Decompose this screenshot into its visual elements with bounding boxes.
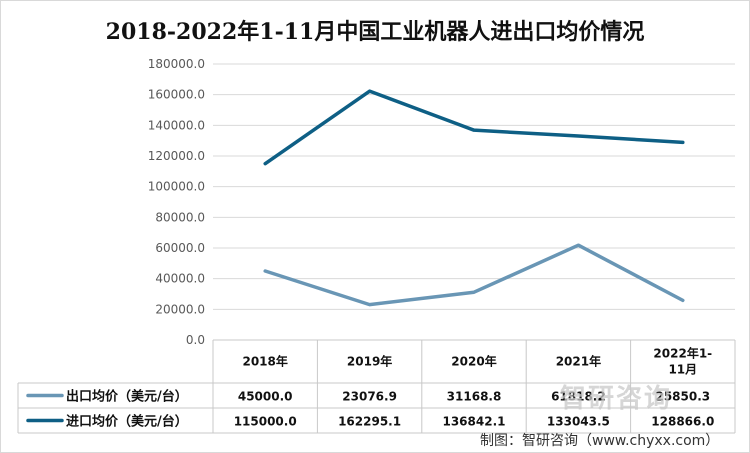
source-note: 制图：智研咨询（www.chyxx.com） <box>480 433 720 449</box>
y-tick-label: 160000.0 <box>148 88 205 102</box>
y-tick-label: 0.0 <box>186 333 205 347</box>
x-category-label: 2018年 <box>242 354 287 369</box>
data-label: 162295.1 <box>338 415 401 429</box>
y-tick-label: 120000.0 <box>148 149 205 163</box>
data-label: 128866.0 <box>651 415 714 429</box>
y-tick-label: 100000.0 <box>148 180 205 194</box>
grid-lines <box>213 63 735 310</box>
y-axis: 0.0 20000.0 40000.0 60000.0 80000.0 100000.0 1… <box>148 57 205 347</box>
data-label: 61818.2 <box>551 390 606 404</box>
data-label: 23076.9 <box>342 390 397 404</box>
y-tick-label: 20000.0 <box>155 302 205 316</box>
data-label: 133043.5 <box>547 415 610 429</box>
data-table: 2018年 2019年 2020年 2021年 2022年1- 11月出口均价（美元/台）… <box>17 339 736 434</box>
legend-series-label: 进口均价（美元/台） <box>66 414 188 430</box>
data-label: 136842.1 <box>442 415 505 429</box>
chart-title: 2018-2022年1-11月中国工业机器人进出口均价情况 <box>105 19 645 45</box>
x-category-label: 2021年 <box>556 354 601 369</box>
data-label: 45000.0 <box>238 390 293 404</box>
y-tick-label: 60000.0 <box>155 241 205 255</box>
watermark-logo: 智研咨询 <box>560 384 673 414</box>
legend-series-label: 出口均价（美元/台） <box>66 389 188 405</box>
data-label: 115000.0 <box>234 415 297 429</box>
series-line <box>263 89 685 166</box>
x-category-label: 2019年 <box>347 354 392 369</box>
data-label: 31168.8 <box>447 390 502 404</box>
y-tick-label: 40000.0 <box>155 272 205 286</box>
data-label: 25850.3 <box>655 390 710 404</box>
series-lines <box>263 89 685 307</box>
x-category-label: 11月 <box>668 363 697 377</box>
x-category-label: 2020年 <box>451 354 496 369</box>
series-line <box>263 243 685 307</box>
y-tick-label: 80000.0 <box>155 210 205 224</box>
x-category-label: 2022年1- <box>653 346 712 361</box>
y-tick-label: 140000.0 <box>148 118 205 132</box>
y-tick-label: 180000.0 <box>148 57 205 71</box>
